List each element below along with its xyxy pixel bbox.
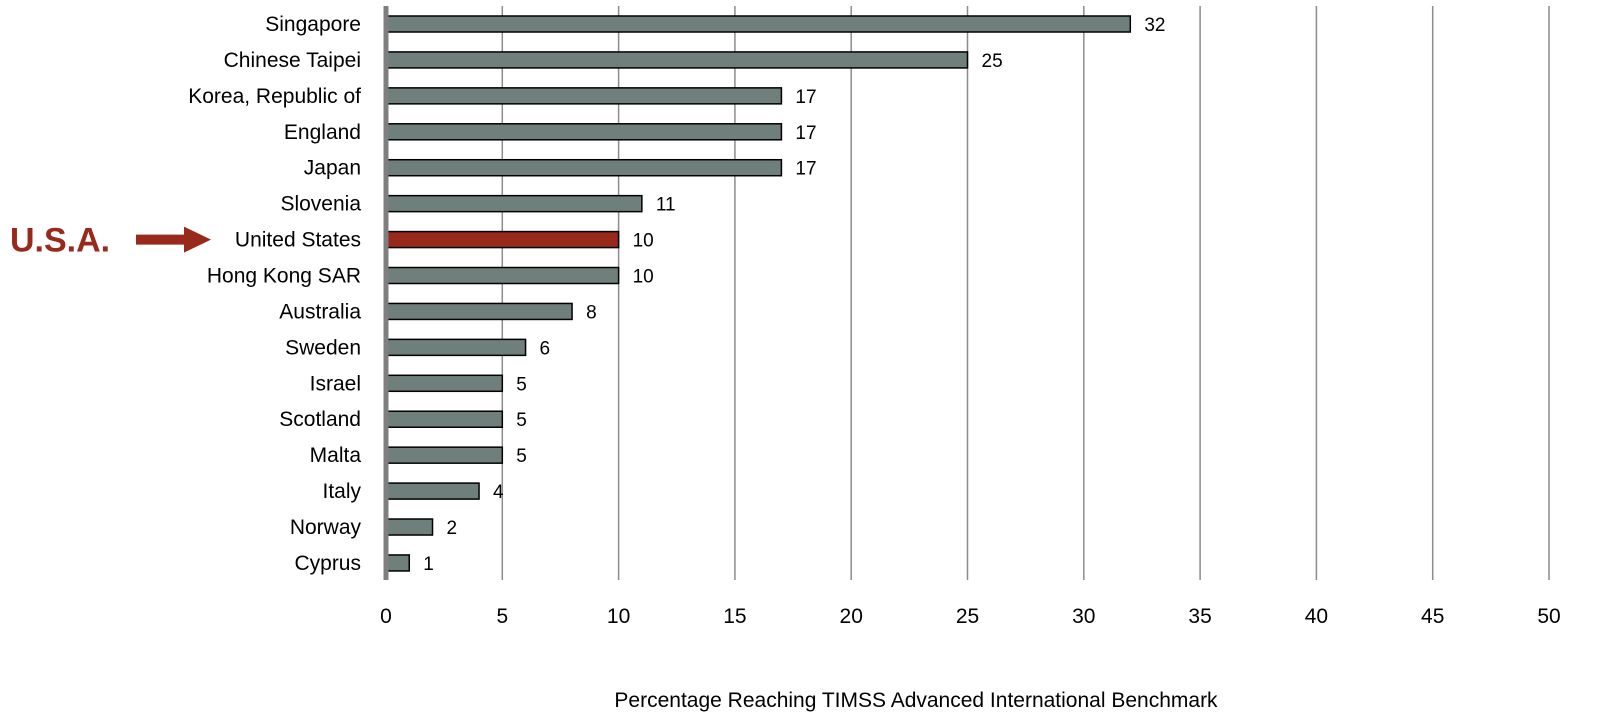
data-label: 5 [516, 446, 527, 467]
x-tick-label: 25 [956, 605, 979, 628]
bar [385, 158, 783, 177]
bar [385, 374, 504, 393]
category-label: Hong Kong SAR [207, 265, 361, 288]
category-label: Norway [290, 516, 362, 539]
x-tick-label: 10 [607, 605, 630, 628]
bar [385, 15, 1132, 33]
data-label: 10 [633, 267, 654, 288]
x-tick-label: 50 [1537, 605, 1560, 628]
x-tick-label: 30 [1072, 605, 1095, 628]
category-label: England [284, 121, 361, 144]
data-label: 17 [795, 87, 816, 108]
x-tick-label: 5 [496, 605, 508, 628]
bar-highlight [385, 230, 620, 249]
category-labels: Singapore Chinese Taipei Korea, Republic o… [188, 13, 361, 575]
x-tick-label: 20 [840, 605, 863, 628]
data-label: 11 [656, 195, 676, 216]
data-label: 2 [447, 518, 458, 539]
x-tick-label: 35 [1188, 605, 1211, 628]
data-label: 10 [633, 231, 654, 252]
usa-callout: U.S.A. [10, 222, 211, 260]
bar [385, 266, 620, 285]
bar [385, 338, 527, 357]
category-label: Australia [279, 300, 361, 323]
category-label: Chinese Taipei [224, 49, 361, 72]
x-tick-label: 15 [723, 605, 746, 628]
bar [385, 518, 434, 536]
data-label: 17 [795, 123, 816, 144]
data-label: 4 [493, 482, 504, 503]
category-label: Israel [310, 372, 361, 395]
data-label: 32 [1144, 15, 1165, 36]
bars [385, 15, 1132, 572]
bar [385, 446, 504, 464]
x-tick-labels: 0 5 10 15 20 25 30 35 40 45 50 [380, 605, 1561, 628]
x-tick-label: 40 [1305, 605, 1328, 628]
data-label: 8 [586, 302, 597, 323]
data-label: 25 [982, 51, 1003, 72]
category-label: Singapore [265, 13, 361, 36]
x-tick-label: 45 [1421, 605, 1444, 628]
category-label: Malta [310, 444, 362, 467]
category-label: United States [235, 229, 361, 252]
category-label: Korea, Republic of [188, 85, 361, 108]
data-label: 5 [516, 374, 527, 395]
bar [385, 482, 480, 500]
x-axis-title: Percentage Reaching TIMSS Advanced Inter… [614, 689, 1218, 712]
data-label: 17 [795, 159, 816, 180]
data-label: 6 [540, 338, 551, 359]
category-label: Scotland [279, 408, 361, 431]
x-tick-label: 0 [380, 605, 392, 628]
category-label: Sweden [285, 336, 361, 359]
category-label: Italy [322, 480, 361, 503]
usa-callout-label: U.S.A. [10, 222, 110, 260]
bar [385, 194, 643, 213]
data-label: 5 [516, 410, 527, 431]
bar [385, 554, 411, 572]
bar [385, 410, 504, 428]
bar [385, 123, 783, 141]
category-label: Japan [304, 157, 361, 180]
bar [385, 302, 573, 321]
category-label: Slovenia [280, 193, 361, 216]
arrow-right-icon [136, 226, 211, 253]
data-label: 1 [423, 554, 434, 575]
bar [385, 87, 783, 105]
bar [385, 51, 969, 69]
category-label: Cyprus [294, 552, 361, 575]
